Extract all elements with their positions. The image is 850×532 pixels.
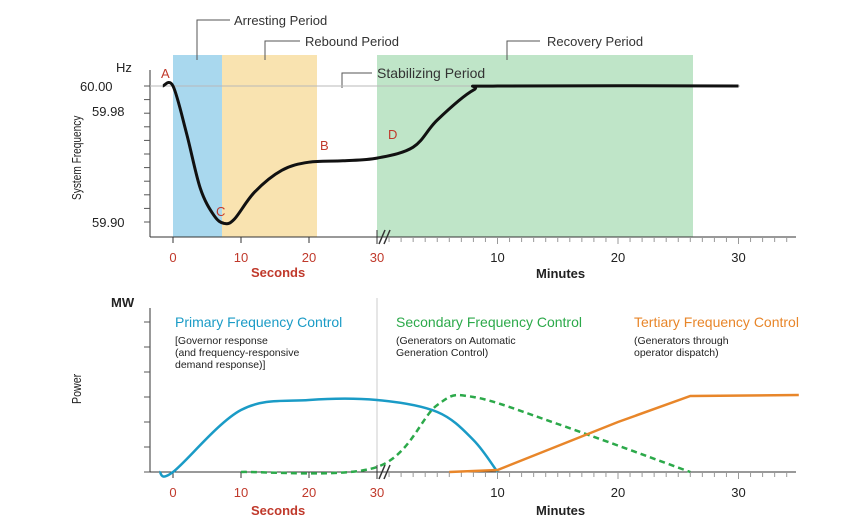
top-xtick-seconds-10: 10 — [234, 250, 248, 265]
arresting-period-label: Arresting Period — [234, 13, 327, 28]
bottom-xtick-seconds-0: 0 — [169, 485, 176, 500]
bottom-xtick-minutes-20: 20 — [611, 485, 625, 500]
bottom-xtick-minutes-10: 10 — [490, 485, 504, 500]
bottom-seconds-label: Seconds — [251, 503, 305, 518]
top-ytick-59-90: 59.90 — [92, 215, 125, 230]
top-minutes-label: Minutes — [536, 266, 585, 281]
point-d-label: D — [388, 127, 397, 142]
point-c-label: C — [216, 204, 225, 219]
stabilizing-period-label: Stabilizing Period — [377, 65, 485, 81]
primary-control-desc-1: [Governor response — [175, 335, 268, 347]
top-xtick-minutes-30: 30 — [731, 250, 745, 265]
primary-control-legend: Primary Frequency Control [Governor resp… — [175, 314, 342, 371]
top-xtick-seconds-0: 0 — [169, 250, 176, 265]
frequency-curve — [162, 81, 739, 226]
rebound-period-callout: Rebound Period — [264, 34, 399, 60]
bottom-xtick-seconds-10: 10 — [234, 485, 248, 500]
tertiary-control-legend: Tertiary Frequency Control (Generators t… — [634, 314, 799, 359]
secondary-control-curve — [240, 393, 691, 475]
primary-control-desc-2: (and frequency-responsive — [175, 347, 299, 359]
secondary-control-desc-1: (Generators on Automatic — [396, 335, 516, 347]
top-ylabel: System Frequency — [70, 115, 84, 200]
primary-control-desc-3: demand response)] — [175, 359, 266, 371]
bottom-xtick-minutes-30: 30 — [731, 485, 745, 500]
recovery-period-label: Recovery Period — [547, 34, 643, 49]
primary-control-curve — [158, 397, 499, 478]
top-seconds-label: Seconds — [251, 265, 305, 280]
top-xtick-minutes-10: 10 — [490, 250, 504, 265]
bottom-xtick-seconds-20: 20 — [302, 485, 316, 500]
tertiary-control-desc-2: operator dispatch) — [634, 347, 719, 359]
secondary-control-legend: Secondary Frequency Control (Generators … — [396, 314, 582, 359]
top-yunit-label: Hz — [116, 60, 132, 75]
recovery-period-callout: Recovery Period — [506, 34, 643, 60]
arresting-period-callout: Arresting Period — [196, 13, 327, 60]
top-ytick-59-98: 59.98 — [92, 104, 125, 119]
rebound-period-label: Rebound Period — [305, 34, 399, 49]
top-x-axis — [150, 229, 796, 245]
point-a-label: A — [161, 66, 170, 81]
tertiary-control-title: Tertiary Frequency Control — [634, 314, 799, 330]
bottom-xtick-seconds-30: 30 — [370, 485, 384, 500]
bottom-y-axis — [144, 308, 151, 473]
primary-control-title: Primary Frequency Control — [175, 314, 342, 330]
top-xtick-seconds-20: 20 — [302, 250, 316, 265]
point-b-label: B — [320, 138, 329, 153]
secondary-control-desc-2: Generation Control) — [396, 347, 488, 359]
top-xtick-minutes-20: 20 — [611, 250, 625, 265]
bottom-minutes-label: Minutes — [536, 503, 585, 518]
bottom-yunit-label: MW — [111, 295, 135, 310]
tertiary-control-desc-1: (Generators through — [634, 335, 729, 347]
top-xtick-seconds-30: 30 — [370, 250, 384, 265]
stabilizing-period-callout: Stabilizing Period — [341, 65, 485, 88]
tertiary-control-curve — [449, 393, 799, 474]
top-ytick-60-00: 60.00 — [80, 79, 113, 94]
bottom-ylabel: Power — [69, 374, 84, 404]
secondary-control-title: Secondary Frequency Control — [396, 314, 582, 330]
recovery-period-band — [377, 55, 693, 237]
arresting-period-band — [173, 55, 222, 237]
rebound-period-band — [222, 55, 317, 237]
